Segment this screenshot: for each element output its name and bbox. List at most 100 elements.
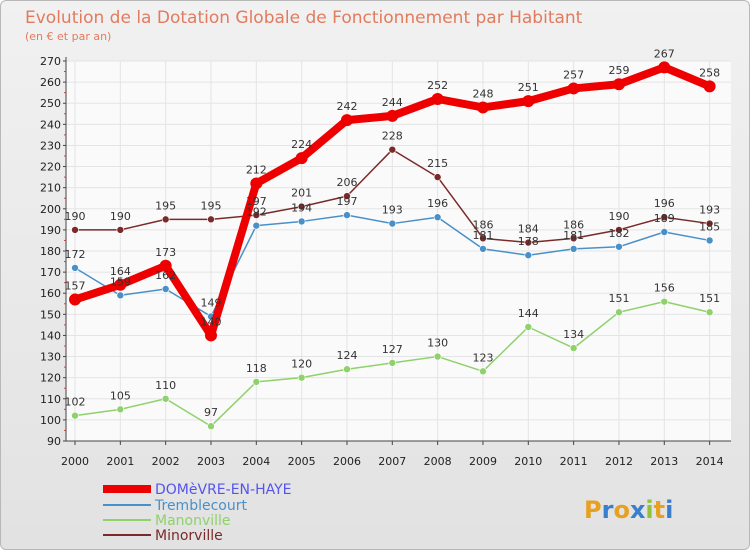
- x-tick-label: 2006: [333, 455, 361, 468]
- data-point: [388, 145, 397, 154]
- data-label: 190: [110, 210, 131, 223]
- data-label: 193: [382, 204, 403, 217]
- data-label: 195: [155, 199, 176, 212]
- data-label: 181: [563, 229, 584, 242]
- data-label: 189: [654, 212, 675, 225]
- x-tick-label: 2002: [152, 455, 180, 468]
- data-label: 149: [200, 296, 221, 309]
- data-point: [522, 95, 535, 108]
- legend-label: Manonville: [155, 513, 231, 529]
- y-tick-label: 190: [40, 224, 61, 237]
- data-label: 252: [427, 79, 448, 92]
- data-point: [207, 215, 215, 224]
- data-point: [116, 405, 125, 414]
- data-point: [569, 344, 578, 352]
- logo-letter: t: [654, 496, 665, 524]
- data-point: [524, 251, 533, 260]
- logo-text: Proxiti: [584, 496, 673, 524]
- proxiti-logo: Proxiti: [584, 496, 673, 524]
- data-label: 192: [246, 206, 267, 219]
- x-tick-label: 2008: [424, 455, 452, 468]
- data-point: [569, 234, 578, 243]
- data-point: [388, 359, 397, 367]
- legend-label: Tremblecourt: [154, 498, 247, 514]
- x-tick-label: 2000: [61, 455, 89, 468]
- data-label: 197: [336, 195, 357, 208]
- logo-letter: o: [613, 496, 630, 524]
- x-tick-label: 2012: [605, 455, 633, 468]
- chart-title: Evolution de la Dotation Globale de Fonc…: [25, 8, 583, 28]
- y-tick-label: 110: [40, 393, 61, 406]
- data-label: 140: [200, 315, 221, 328]
- data-label: 248: [472, 87, 493, 100]
- data-point: [207, 422, 215, 431]
- x-tick-label: 2013: [650, 455, 678, 468]
- legend: DOMèVRE-EN-HAYETremblecourtManonvilleMin…: [103, 482, 291, 544]
- data-point: [433, 173, 442, 181]
- data-label: 197: [246, 195, 267, 208]
- data-point: [524, 323, 533, 331]
- data-point: [703, 80, 716, 93]
- data-label: 259: [608, 64, 629, 77]
- data-label: 151: [608, 292, 629, 305]
- data-point: [615, 226, 623, 234]
- data-label: 228: [382, 130, 403, 143]
- data-point: [116, 291, 125, 300]
- data-point: [343, 211, 351, 219]
- y-tick-label: 160: [40, 287, 61, 300]
- data-label: 123: [472, 351, 493, 364]
- data-label: 196: [654, 197, 675, 210]
- data-point: [658, 61, 671, 74]
- y-tick-label: 200: [40, 203, 61, 216]
- data-label: 212: [246, 163, 267, 176]
- x-tick-label: 2011: [560, 455, 588, 468]
- data-labels: 157 164 173 140 212 224 242 244 252 248 251 257 259 2…: [65, 47, 721, 419]
- data-label: 178: [518, 235, 539, 248]
- x-tick-label: 2009: [469, 455, 497, 468]
- data-label: 201: [291, 187, 312, 200]
- data-point: [343, 192, 351, 200]
- data-point: [612, 78, 625, 91]
- data-point: [252, 211, 261, 219]
- data-label: 110: [155, 379, 176, 392]
- data-point: [295, 152, 308, 165]
- data-point: [161, 215, 170, 224]
- x-tick-label: 2001: [106, 455, 134, 468]
- data-point: [297, 217, 306, 226]
- x-tick-label: 2005: [288, 455, 316, 468]
- data-point: [161, 285, 170, 293]
- data-label: 144: [518, 307, 539, 320]
- y-axis: 90 100 110 120 130 140 150 160 170 180 190 200 210 22…: [40, 55, 67, 448]
- data-point: [161, 394, 170, 403]
- data-label: 120: [291, 358, 312, 371]
- data-point: [431, 93, 444, 105]
- data-label: 105: [110, 389, 131, 402]
- data-point: [705, 308, 714, 317]
- data-label: 181: [472, 229, 493, 242]
- legend-label: DOMèVRE-EN-HAYE: [155, 482, 291, 498]
- x-tick-label: 2004: [242, 455, 270, 468]
- logo-letter: x: [630, 496, 646, 524]
- data-label: 185: [699, 220, 720, 233]
- data-point: [524, 238, 533, 247]
- data-point: [71, 226, 79, 234]
- data-label: 118: [246, 362, 267, 375]
- data-point: [159, 259, 172, 272]
- y-tick-label: 220: [40, 161, 61, 174]
- data-label: 190: [65, 210, 86, 223]
- data-label: 172: [65, 248, 86, 261]
- data-point: [297, 373, 306, 382]
- chart-subtitle: (en € et par an): [25, 30, 111, 43]
- data-label: 224: [291, 138, 312, 151]
- data-point: [479, 245, 487, 253]
- logo-letter: P: [584, 496, 602, 524]
- data-point: [615, 242, 623, 251]
- data-point: [114, 278, 127, 291]
- x-tick-label: 2003: [197, 455, 225, 468]
- data-label: 244: [382, 96, 403, 109]
- y-tick-label: 100: [40, 414, 61, 427]
- data-point: [340, 114, 353, 127]
- data-point: [250, 177, 263, 190]
- data-label: 173: [155, 246, 176, 259]
